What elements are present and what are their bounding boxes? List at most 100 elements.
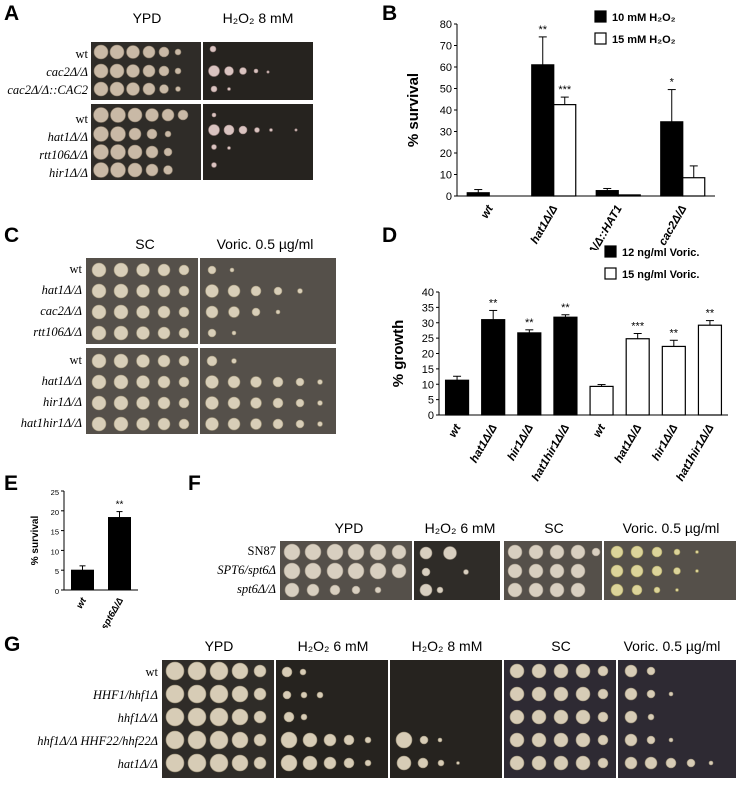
panel-a-strain: cac2Δ/Δ [46, 65, 88, 79]
y-tick-label: 10 [51, 547, 59, 556]
y-tick-label: 25 [422, 333, 434, 345]
y-tick-label: 0 [55, 587, 59, 596]
significance-label: ** [525, 317, 534, 329]
legend-swatch [604, 267, 617, 280]
panel-label-a: A [4, 2, 20, 25]
significance-label: *** [631, 321, 645, 333]
y-tick-label: 10 [422, 379, 434, 391]
y-tick-label: 0 [446, 191, 452, 203]
panel-g-col-title-5: Voric. 0.5 µg/ml [623, 638, 721, 654]
legend-label: 15 ng/ml Voric. [622, 269, 699, 281]
y-tick-label: 5 [428, 395, 434, 407]
plate-image [203, 104, 313, 180]
plate-image [618, 660, 736, 778]
legend-label: 12 ng/ml Voric. [622, 247, 699, 259]
legend-label: 10 mM H₂O₂ [612, 12, 676, 24]
y-axis-label: % survival [30, 516, 41, 566]
panel-g-col-title-2: H₂O₂ 6 mM [297, 638, 369, 654]
panel-f-col-title-4: Voric. 0.5 µg/ml [622, 520, 720, 536]
panel-f-strain: SN87 [247, 544, 276, 558]
panel-a-strain: wt [75, 112, 89, 126]
panel-a-strain: rtt106Δ/Δ [39, 148, 88, 162]
y-tick-label: 30 [422, 318, 434, 330]
significance-label: ** [706, 308, 715, 320]
panel-a-col-title-2: H₂O₂ 8 mM [222, 10, 294, 26]
panel-f-col-title-3: SC [544, 520, 564, 536]
legend-swatch [594, 32, 607, 45]
legend-swatch [604, 245, 617, 258]
panel-f-strain: SPT6/spt6Δ [217, 563, 276, 577]
panel-c-col-title-2: Voric. 0.5 µg/ml [216, 236, 314, 252]
y-tick-label: 15 [422, 364, 434, 376]
significance-label: ** [489, 297, 498, 309]
panel-c-strain: rtt106Δ/Δ [33, 325, 82, 339]
panel-c-colonies [91, 262, 323, 432]
panel-g-strain: hhf1Δ/Δ [117, 711, 158, 725]
panel-c-strain: hat1Δ/Δ [41, 283, 82, 297]
y-tick-label: 15 [51, 528, 59, 537]
panel-label-f: F [188, 472, 201, 495]
y-tick-label: 10 [440, 170, 452, 182]
y-tick-label: 5 [55, 567, 59, 576]
plate-image [200, 258, 336, 344]
y-tick-label: 40 [440, 105, 452, 117]
plate-image [604, 541, 736, 600]
significance-label: ** [670, 327, 679, 339]
panel-g-col-title-1: YPD [204, 638, 234, 654]
y-axis-label: % growth [390, 320, 407, 388]
panel-g-strain: HHF1/hhf1Δ [93, 688, 158, 702]
y-tick-label: 20 [440, 148, 452, 160]
y-tick-label: 0 [428, 410, 434, 422]
plate-image [280, 541, 412, 600]
panel-g-strain: hat1Δ/Δ [117, 757, 158, 771]
panel-g-strain: wt [145, 665, 159, 679]
panel-a-col-title-1: YPD [132, 10, 162, 26]
plate-image [200, 348, 336, 434]
panel-f-strain: spt6Δ/Δ [237, 582, 276, 596]
panel-c-col-title-1: SC [135, 236, 155, 252]
y-tick-label: 25 [51, 488, 59, 497]
panel-a-strain: wt [75, 47, 89, 61]
y-tick-label: 50 [440, 84, 452, 96]
significance-label: ** [116, 500, 124, 511]
bar [71, 569, 94, 591]
y-tick-label: 20 [422, 349, 434, 361]
panel-a-colonies [93, 44, 298, 178]
panel-label-e: E [4, 472, 19, 495]
y-tick-label: 40 [422, 287, 434, 299]
y-tick-label: 35 [422, 302, 434, 314]
significance-label: *** [558, 84, 572, 96]
y-tick-label: 60 [440, 62, 452, 74]
significance-label: * [670, 77, 675, 89]
panel-c-strain: wt [69, 353, 83, 367]
panel-c-strain: wt [69, 262, 83, 276]
y-tick-label: 70 [440, 41, 452, 53]
panel-g-col-title-3: H₂O₂ 8 mM [411, 638, 483, 654]
legend-swatch [594, 10, 607, 23]
panel-label-b: B [382, 2, 398, 25]
panel-f-col-title-2: H₂O₂ 6 mM [424, 520, 496, 536]
panel-label-g: G [4, 633, 21, 656]
y-tick-label: 20 [51, 508, 59, 517]
significance-label: ** [561, 302, 570, 314]
significance-label: ** [538, 24, 547, 36]
panel-c-strain: hir1Δ/Δ [43, 395, 82, 409]
panel-label-d: D [382, 224, 398, 247]
panel-c-strain: hat1Δ/Δ [41, 374, 82, 388]
y-axis-label: % survival [405, 73, 422, 147]
y-tick-label: 30 [440, 127, 452, 139]
panel-label-c: C [4, 224, 20, 247]
panel-c-strain: hat1hir1Δ/Δ [20, 416, 82, 430]
panel-a-strain: cac2Δ/Δ::CAC2 [7, 83, 88, 97]
panel-a-strain: hat1Δ/Δ [47, 130, 88, 144]
legend-label: 15 mM H₂O₂ [612, 34, 676, 46]
bar [617, 194, 641, 197]
y-tick-label: 80 [440, 19, 452, 31]
panel-f-colonies [283, 543, 699, 598]
panel-a-strain: hir1Δ/Δ [49, 166, 88, 180]
panel-f-col-title-1: YPD [334, 520, 364, 536]
